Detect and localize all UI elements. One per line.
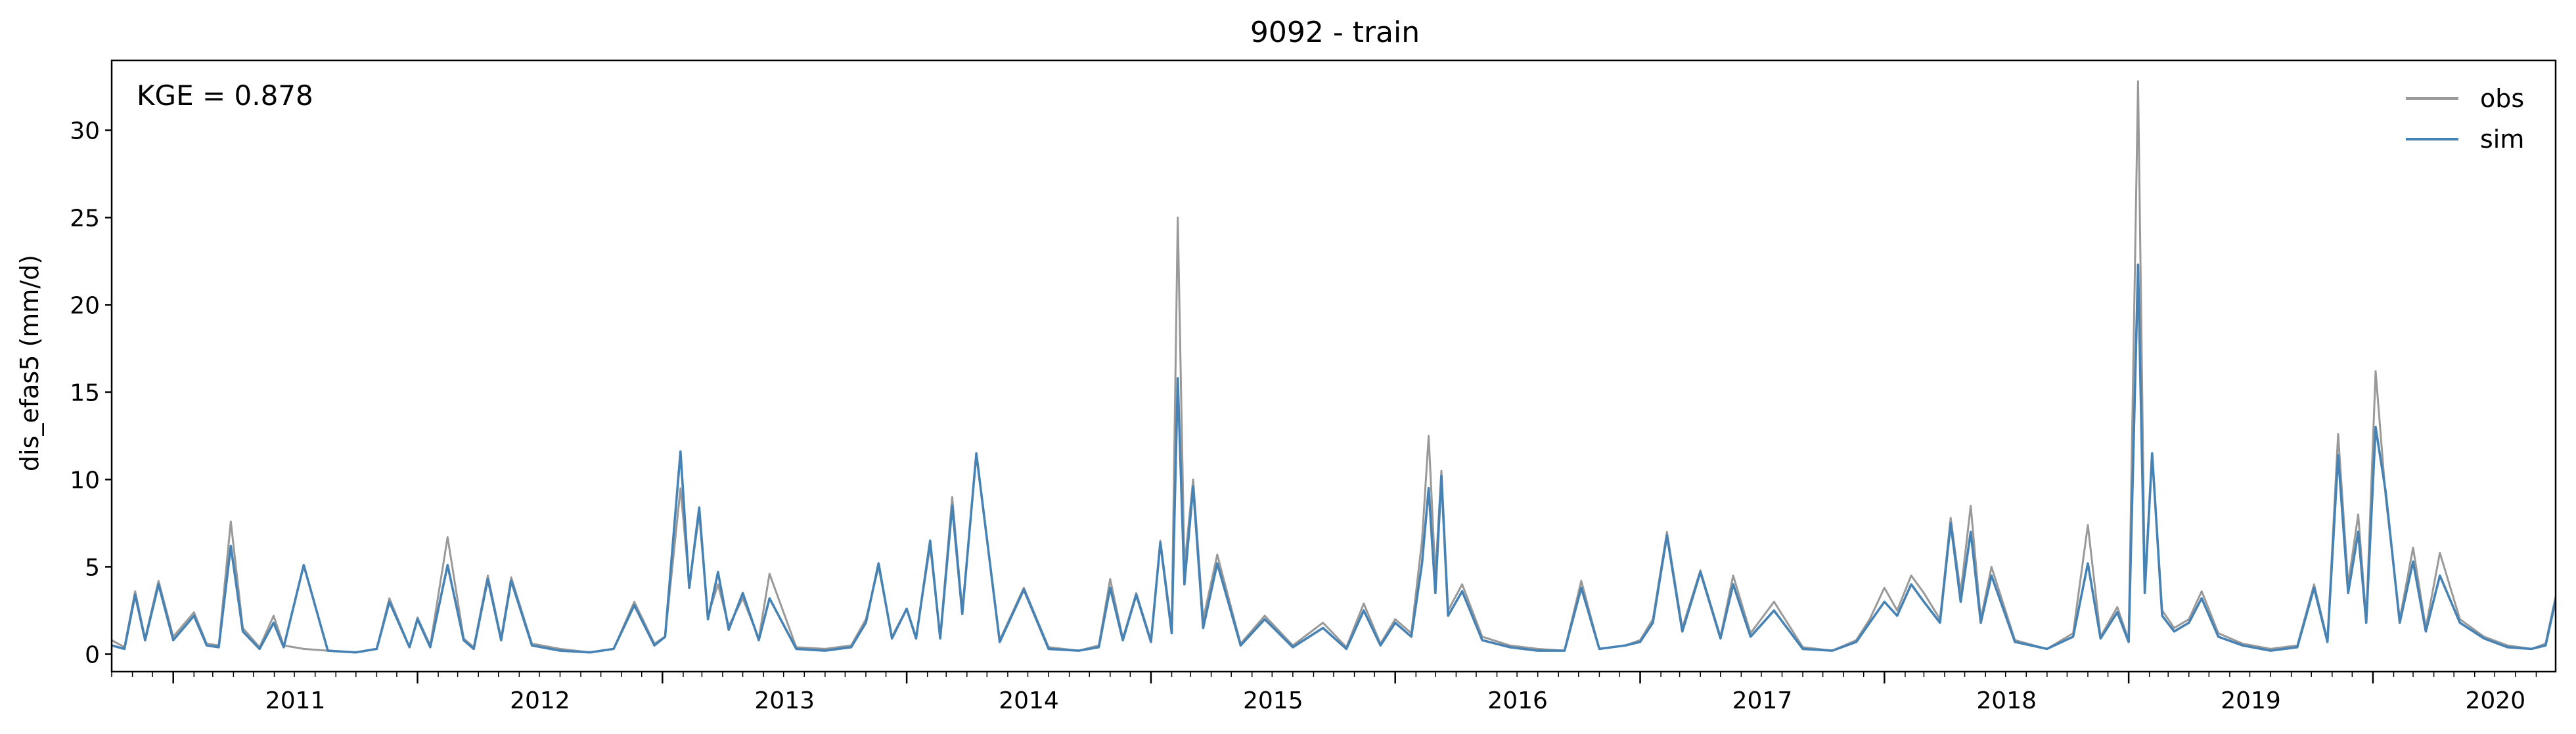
x-tick-label: 2013 [754,687,815,714]
chart-title: 9092 - train [1250,16,1420,49]
x-tick-label: 2011 [265,687,326,714]
x-axis: 2011 2012 2013 2014 2015 2016 2017 2018 2019 2020 [111,672,2537,714]
series-line-sim [112,263,2556,654]
legend-label-sim: sim [2480,125,2524,154]
legend: obs sim [2406,84,2524,154]
x-tick-label: 2018 [1976,687,2037,714]
x-tick-label: 2017 [1732,687,1793,714]
x-tick-label: 2014 [999,687,1059,714]
y-tick-label: 30 [70,118,100,144]
legend-label-obs: obs [2480,84,2524,113]
x-tick-label: 2020 [2466,687,2526,714]
y-axis-label: dis_efas5 (mm/d) [15,255,44,471]
y-tick-label: 25 [70,205,100,232]
x-tick-label: 2015 [1243,687,1303,714]
y-tick-label: 0 [85,641,100,668]
y-tick-label: 10 [70,467,100,494]
y-tick-label: 5 [85,554,100,581]
plot-area [112,80,2556,654]
x-tick-label: 2019 [2221,687,2281,714]
kge-annotation: KGE = 0.878 [137,79,313,112]
x-tick-label: 2016 [1487,687,1548,714]
y-tick-label: 15 [70,379,100,406]
x-tick-label: 2012 [510,687,570,714]
y-axis: 0 5 10 15 20 25 30 [70,118,112,668]
y-tick-label: 20 [70,292,100,319]
